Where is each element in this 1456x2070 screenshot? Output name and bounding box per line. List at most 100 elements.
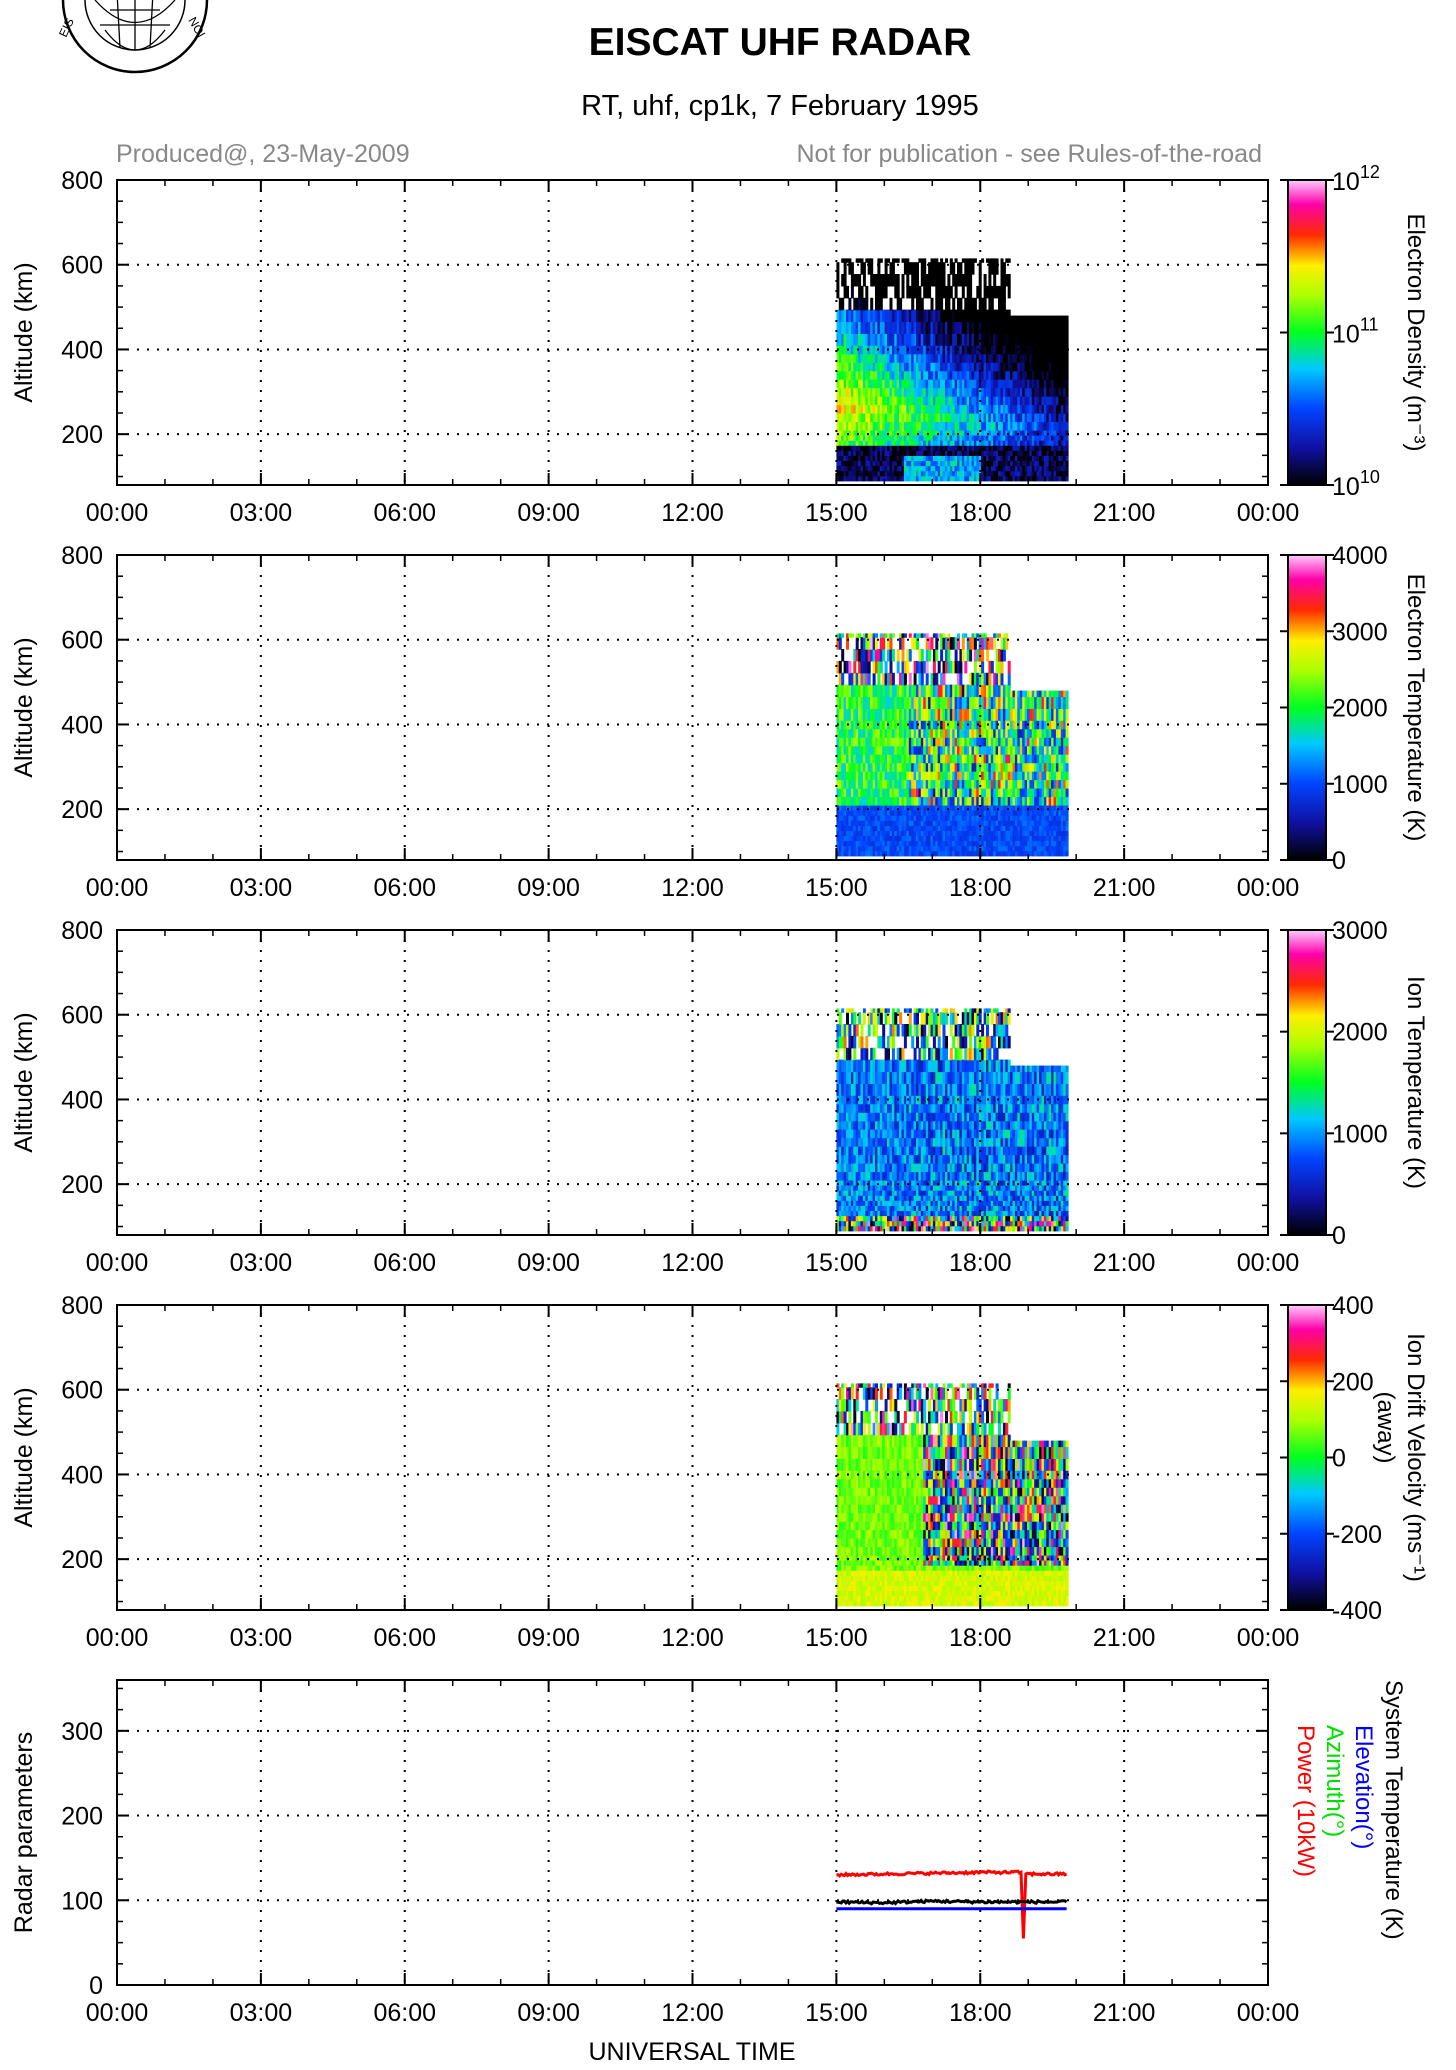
heatmap-cell — [925, 445, 929, 451]
heatmap-cell — [870, 720, 874, 730]
heatmap-cell — [937, 321, 941, 334]
heatmap-cell — [971, 745, 975, 755]
heatmap-cell — [853, 309, 857, 323]
heatmap-cell — [911, 321, 915, 334]
heatmap-cell — [945, 396, 948, 406]
heatmap-cell — [903, 262, 907, 275]
heatmap-cell — [867, 672, 871, 686]
heatmap-cell — [1007, 830, 1011, 836]
heatmap-cell — [1060, 321, 1064, 334]
heatmap-cell — [865, 413, 869, 423]
heatmap-cell — [1065, 470, 1069, 477]
heatmap-cell — [993, 815, 997, 821]
heatmap-cell — [889, 796, 893, 806]
heatmap-cell — [1053, 345, 1057, 355]
heatmap-cell — [937, 396, 941, 406]
heatmap-cell — [969, 362, 973, 372]
heatmap-cell — [1063, 379, 1067, 389]
heatmap-cell — [1014, 708, 1018, 721]
heatmap-cell — [846, 470, 849, 477]
heatmap-cell — [836, 762, 840, 772]
heatmap-cell — [877, 771, 881, 781]
heatmap-cell — [1010, 845, 1014, 852]
heatmap-cell — [906, 413, 910, 423]
heatmap-cell — [920, 450, 924, 456]
heatmap-cell — [1039, 470, 1043, 477]
heatmap-cell — [870, 771, 874, 781]
heatmap-cell — [993, 804, 997, 811]
heatmap-cell — [1039, 379, 1043, 389]
heatmap-cell — [1058, 737, 1062, 747]
heatmap-cell — [846, 450, 849, 456]
heatmap-cell — [896, 708, 900, 721]
heatmap-cell — [850, 840, 854, 847]
heatmap-cell — [1014, 804, 1018, 811]
heatmap-cell — [947, 684, 951, 698]
heatmap-cell — [988, 728, 992, 738]
heatmap-cell — [855, 445, 859, 451]
heatmap-cell — [925, 309, 929, 323]
heatmap-cell — [945, 435, 948, 441]
heatmap-cell — [957, 262, 960, 275]
heatmap-cell — [862, 840, 866, 847]
heatmap-cell — [1017, 321, 1021, 334]
heatmap-cell — [862, 435, 866, 441]
heatmap-cell — [947, 637, 951, 650]
heatmap-cell — [884, 387, 888, 397]
heatmap-cell — [855, 788, 859, 798]
heatmap-cell — [954, 696, 958, 709]
heatmap-cell — [940, 297, 944, 311]
heatmap-cell — [882, 810, 886, 816]
heatmap-cell — [889, 779, 893, 789]
heatmap-cell — [947, 649, 951, 662]
heatmap-cell — [930, 845, 934, 852]
heatmap-cell — [995, 745, 999, 755]
heatmap-cell — [1005, 745, 1009, 755]
heatmap-cell — [920, 465, 924, 472]
heatmap-cell — [855, 274, 859, 287]
heatmap-cell — [870, 762, 874, 772]
heatmap-cell — [952, 345, 956, 355]
heatmap-cell — [959, 672, 963, 686]
heatmap-cell — [1012, 387, 1016, 397]
heatmap-cell — [995, 845, 999, 852]
heatmap-cell — [957, 445, 960, 451]
heatmap-cell — [971, 633, 975, 638]
heatmap-cell — [986, 470, 989, 477]
heatmap-cell — [990, 825, 994, 831]
heatmap-cell — [1014, 820, 1018, 826]
heatmap-cell — [918, 649, 922, 662]
heatmap-cell — [875, 796, 878, 806]
heatmap-cell — [949, 421, 953, 431]
heatmap-cell — [1051, 720, 1055, 730]
heatmap-cell — [1053, 413, 1057, 423]
heatmap-cell — [920, 815, 924, 821]
heatmap-cell — [986, 696, 989, 709]
heatmap-cell — [998, 413, 1001, 423]
heatmap-cell — [920, 379, 924, 389]
heatmap-cell — [855, 370, 859, 380]
heatmap-cell — [1014, 810, 1018, 816]
heatmap-cell — [877, 684, 881, 698]
heatmap-cell — [976, 429, 980, 436]
heatmap-cell — [848, 708, 852, 721]
heatmap-cell — [1051, 404, 1055, 414]
heatmap-cell — [838, 845, 842, 852]
heatmap-cell — [990, 435, 994, 441]
heatmap-cell — [1053, 370, 1057, 380]
heatmap-cell — [1031, 840, 1035, 847]
heatmap-cell — [1014, 379, 1018, 389]
heatmap-cell — [843, 804, 847, 811]
heatmap-cell — [875, 840, 878, 847]
heatmap-cell — [1014, 696, 1018, 709]
heatmap-cell — [1034, 445, 1038, 451]
heatmap-cell — [949, 810, 953, 816]
heatmap-cell — [988, 460, 992, 467]
heatmap-cell — [940, 815, 944, 821]
heatmap-cell — [954, 435, 958, 441]
heatmap-cell — [882, 633, 886, 638]
heatmap-cell — [957, 825, 960, 831]
heatmap-cell — [966, 788, 970, 798]
heatmap-cell — [1027, 440, 1030, 446]
heatmap-cell — [973, 779, 977, 789]
